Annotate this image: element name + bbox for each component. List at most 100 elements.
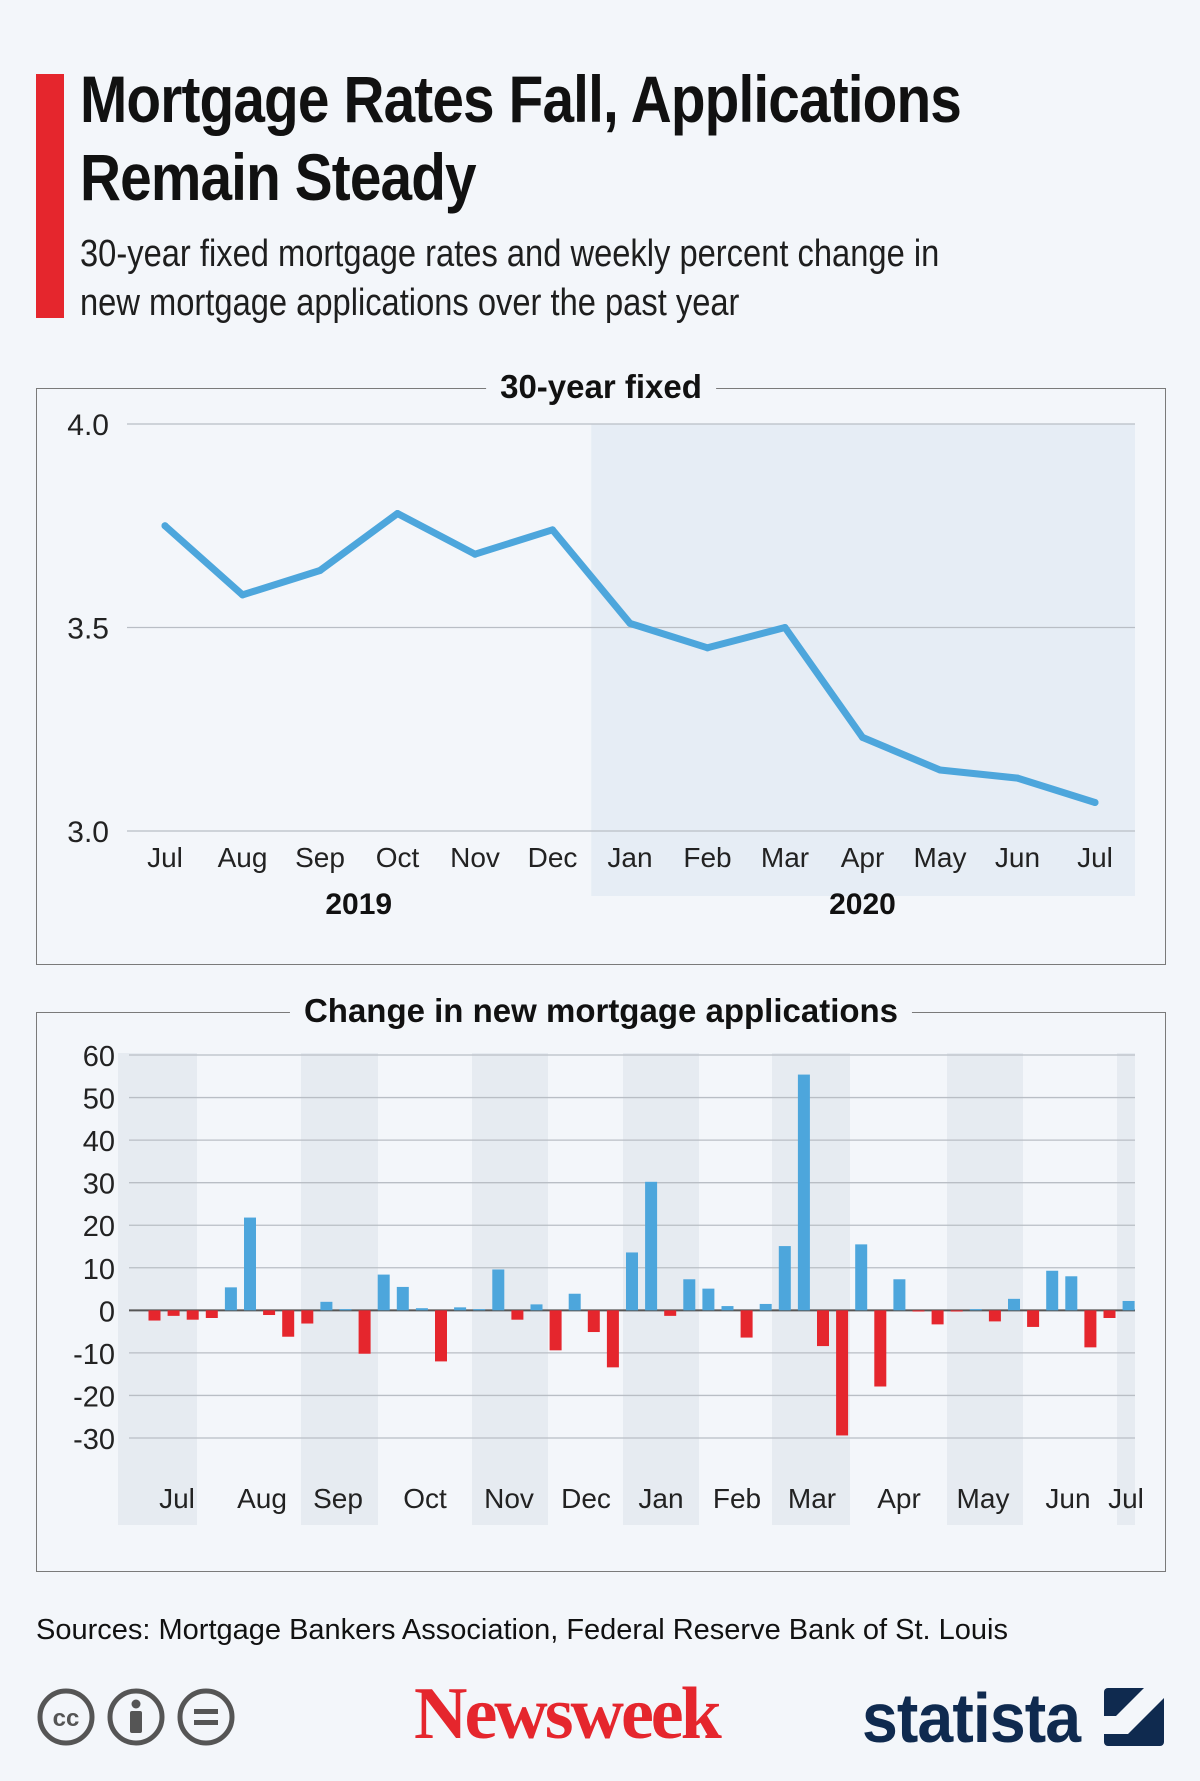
applications-chart-panel: Change in new mortgage applications 60 50… xyxy=(36,991,1166,1572)
rate-point xyxy=(936,766,944,774)
rate-point xyxy=(161,522,169,530)
application-bar xyxy=(263,1310,276,1316)
application-bar xyxy=(797,1074,810,1311)
application-bar xyxy=(931,1310,944,1325)
application-bar xyxy=(664,1310,677,1316)
month-band xyxy=(472,1053,548,1525)
page-title: Mortgage Rates Fall, Applications Remain… xyxy=(80,62,962,214)
svg-text:cc: cc xyxy=(53,1705,80,1732)
application-bar xyxy=(282,1310,295,1337)
application-bar xyxy=(836,1310,849,1436)
x-tick-label: Oct xyxy=(403,1483,447,1514)
license-icons: cc xyxy=(36,1686,246,1753)
application-bar xyxy=(855,1244,868,1311)
rate-point xyxy=(626,619,634,627)
y-tick-label: 3.5 xyxy=(67,613,109,646)
x-tick-label: Dec xyxy=(528,842,578,873)
rate-point xyxy=(704,644,711,652)
application-bar xyxy=(683,1279,696,1311)
application-bar xyxy=(645,1181,658,1311)
x-tick-label: Jul xyxy=(147,842,183,873)
application-bar xyxy=(568,1293,581,1311)
application-bar xyxy=(415,1308,428,1311)
page-subtitle: 30-year fixed mortgage rates and weekly … xyxy=(80,233,940,324)
y-tick-label: -30 xyxy=(73,1424,115,1456)
application-bar xyxy=(912,1310,925,1312)
application-bar xyxy=(186,1310,199,1320)
application-bar xyxy=(167,1310,180,1316)
application-bar xyxy=(148,1310,161,1321)
y-tick-label: 30 xyxy=(83,1169,115,1201)
y-tick-label: 50 xyxy=(83,1084,115,1116)
rate-point xyxy=(471,550,479,558)
x-tick-label: Nov xyxy=(450,842,500,873)
application-bar xyxy=(473,1309,486,1311)
applications-chart-title: Change in new mortgage applications xyxy=(289,991,913,1031)
x-tick-label: Apr xyxy=(841,842,885,873)
application-bar xyxy=(778,1246,791,1311)
month-band xyxy=(301,1053,378,1525)
application-bar xyxy=(339,1309,352,1311)
rate-point xyxy=(1091,799,1099,807)
attribution-icon xyxy=(107,1688,165,1746)
application-bar xyxy=(454,1307,467,1311)
y-tick-label: 10 xyxy=(83,1254,115,1286)
month-band xyxy=(1117,1053,1135,1525)
x-tick-label: Jul xyxy=(1077,842,1113,873)
x-tick-label: May xyxy=(914,842,967,873)
accent-bar xyxy=(36,74,64,318)
application-bar xyxy=(1103,1310,1116,1318)
rate-point xyxy=(1014,774,1021,782)
rate-point xyxy=(316,567,324,575)
no-derivatives-icon xyxy=(177,1688,235,1746)
application-bar xyxy=(377,1274,390,1311)
application-bar xyxy=(1084,1310,1097,1348)
application-bar xyxy=(511,1310,524,1320)
x-tick-label: Jul xyxy=(1108,1483,1144,1514)
application-bar xyxy=(1008,1298,1020,1311)
x-tick-label: May xyxy=(957,1483,1010,1514)
year-label-2019: 2019 xyxy=(325,888,392,921)
x-tick-label: Jan xyxy=(607,842,652,873)
y-tick-label: -20 xyxy=(73,1381,115,1413)
application-bar xyxy=(817,1310,829,1347)
application-bar xyxy=(759,1303,772,1311)
x-tick-label: Nov xyxy=(484,1483,534,1514)
month-band xyxy=(118,1053,197,1525)
application-bar xyxy=(1065,1276,1078,1311)
y-tick-label: 20 xyxy=(83,1211,115,1243)
rate-point xyxy=(239,591,246,599)
x-tick-label: Jun xyxy=(995,842,1040,873)
application-bar xyxy=(244,1217,256,1311)
y-tick-label: 4.0 xyxy=(67,409,109,442)
rate-chart-title: 30-year fixed xyxy=(486,367,716,407)
x-tick-label: Jan xyxy=(638,1483,683,1514)
application-bar xyxy=(1046,1270,1059,1311)
y-tick-label: -10 xyxy=(73,1339,115,1371)
x-tick-label: Sep xyxy=(313,1483,363,1514)
rate-chart-panel: 30-year fixed 4.0 3.5 3.0 Jul Aug Sep Oct Nov De… xyxy=(36,367,1166,965)
x-tick-label: Aug xyxy=(218,842,268,873)
x-tick-label: Oct xyxy=(376,842,420,873)
application-bar xyxy=(549,1310,562,1351)
x-tick-label: Feb xyxy=(683,842,731,873)
x-tick-label: Mar xyxy=(761,842,809,873)
application-bar xyxy=(492,1269,505,1311)
x-tick-label: Apr xyxy=(877,1483,921,1514)
application-bar xyxy=(301,1310,314,1324)
newsweek-logo: Newsweek xyxy=(414,1673,722,1755)
rate-line-chart: 4.0 3.5 3.0 Jul Aug Sep Oct Nov Dec Jan Feb Mar Apr M… xyxy=(67,409,1135,921)
application-bar xyxy=(320,1301,333,1311)
rate-point xyxy=(394,510,401,518)
application-bar xyxy=(205,1310,218,1318)
x-tick-label: Jul xyxy=(159,1483,195,1514)
application-bar xyxy=(702,1288,715,1311)
application-bar xyxy=(435,1310,447,1362)
statista-logo: statista xyxy=(862,1679,1081,1757)
application-bar xyxy=(1122,1300,1135,1311)
x-tick-label: Jun xyxy=(1045,1483,1090,1514)
application-bar xyxy=(587,1310,600,1333)
application-bar xyxy=(950,1310,963,1312)
rate-point xyxy=(859,733,866,741)
application-bar xyxy=(969,1309,982,1311)
